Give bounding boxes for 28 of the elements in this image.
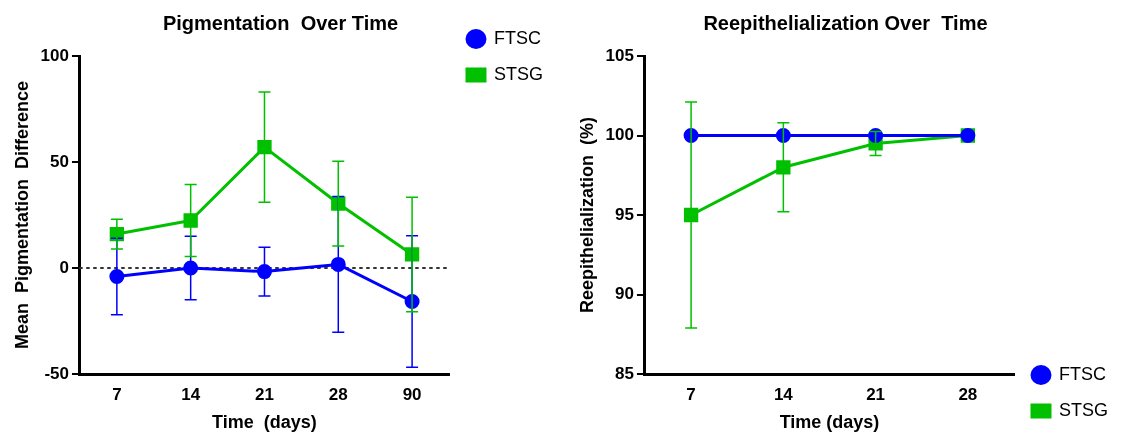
y-tick-label: -50 bbox=[44, 363, 69, 383]
y-axis-title: Mean Pigmentation Difference bbox=[11, 80, 32, 350]
x-tick-label: 28 bbox=[328, 384, 348, 404]
x-tick-label: 7 bbox=[686, 384, 696, 404]
legend-label: STSG bbox=[493, 63, 544, 84]
y-axis-title: Reepithelialization (%) bbox=[576, 116, 597, 314]
y-tick-label: 100 bbox=[40, 45, 69, 65]
y-tick-label: 0 bbox=[59, 257, 69, 277]
x-axis-title: Time (days) bbox=[212, 412, 317, 433]
legend-label: FTSC bbox=[493, 27, 541, 48]
x-tick-label: 14 bbox=[773, 384, 794, 404]
y-tick-label: 85 bbox=[615, 363, 634, 383]
x-tick-label: 14 bbox=[181, 384, 201, 404]
x-tick-label: 28 bbox=[958, 384, 978, 404]
y-tick-label: 90 bbox=[615, 284, 634, 304]
x-tick-label: 90 bbox=[402, 384, 422, 404]
x-tick-label: 7 bbox=[112, 384, 122, 404]
y-tick-label: 50 bbox=[50, 151, 69, 171]
x-tick-label: 21 bbox=[866, 384, 886, 404]
chart-title: Pigmentation Over Time bbox=[162, 11, 399, 34]
chart-title: Reepithelialization Over Time bbox=[703, 11, 988, 34]
y-tick-label: 100 bbox=[605, 125, 634, 145]
y-tick-label: 105 bbox=[605, 45, 634, 65]
x-tick-label: 21 bbox=[255, 384, 274, 404]
legend-label: STSG bbox=[1058, 399, 1109, 420]
x-axis-title: Time (days) bbox=[779, 412, 880, 433]
y-tick-label: 95 bbox=[615, 204, 634, 224]
legend-label: FTSC bbox=[1058, 363, 1106, 384]
